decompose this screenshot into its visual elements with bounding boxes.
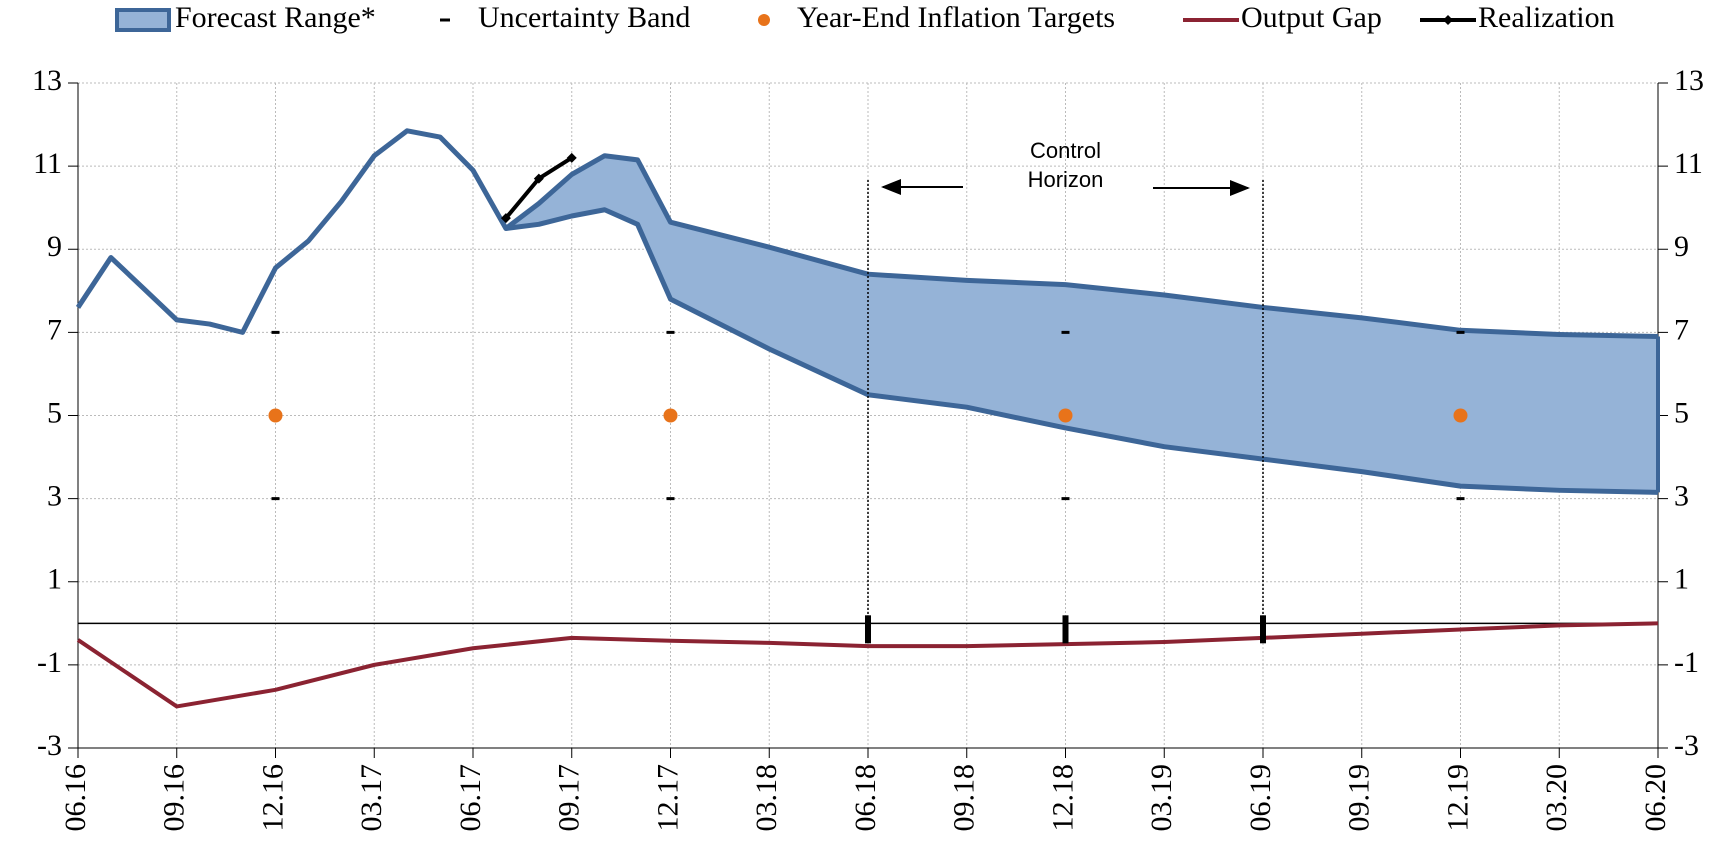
x-tick-label: 12.19 (1441, 764, 1474, 832)
band-fill (505, 155, 1659, 493)
y-tick-label: 7 (47, 313, 62, 346)
x-tick-label: 03.20 (1540, 764, 1573, 832)
y2-tick-label: 11 (1674, 147, 1703, 180)
y-tick-label: 3 (47, 480, 62, 513)
y2-tick-label: -3 (1674, 729, 1699, 762)
x-tick-label: 09.19 (1343, 764, 1376, 832)
y-tick-label: 9 (47, 230, 62, 263)
y-tick-label: 11 (33, 147, 62, 180)
x-tick-label: 09.16 (158, 764, 191, 832)
y2-tick-label: 7 (1674, 313, 1689, 346)
marker (533, 173, 544, 184)
y-tick-label: 13 (32, 64, 62, 97)
x-tick-label: 09.17 (553, 764, 586, 832)
target-dot (663, 408, 678, 423)
y-tick-label: -3 (37, 729, 62, 762)
x-tick-label: 06.18 (849, 764, 882, 832)
x-tick-label: 06.20 (1639, 764, 1672, 832)
annotation-text: Horizon (1028, 167, 1104, 192)
y2-tick-label: 3 (1674, 480, 1689, 513)
y2-tick-label: 13 (1674, 64, 1704, 97)
band-lower (505, 207, 1659, 495)
y-tick-label: 1 (47, 563, 62, 596)
y-tick-label: -1 (37, 646, 62, 679)
legend-label: Forecast Range* (175, 1, 376, 34)
legend-label: Realization (1478, 1, 1615, 34)
x-tick-label: 06.16 (59, 764, 92, 832)
legend-marker (1443, 15, 1453, 25)
x-tick-label: 12.16 (256, 764, 289, 832)
legend-swatch (758, 14, 770, 26)
legend-label: Output Gap (1241, 1, 1382, 34)
band-upper (75, 128, 1659, 340)
x-tick-label: 12.17 (651, 764, 684, 832)
x-tick-label: 06.19 (1244, 764, 1277, 832)
legend-label: Uncertainty Band (478, 1, 690, 34)
target-dot (268, 408, 283, 423)
target-dot (1453, 408, 1468, 423)
y-tick-label: 5 (47, 396, 62, 429)
y2-tick-label: 9 (1674, 230, 1689, 263)
legend-label: Year-End Inflation Targets (797, 1, 1115, 34)
series-line (76, 621, 1659, 709)
marker (566, 152, 577, 163)
x-tick-label: 12.18 (1046, 764, 1079, 832)
y2-tick-label: 1 (1674, 563, 1689, 596)
x-tick-label: 03.19 (1145, 764, 1178, 832)
marker (500, 213, 511, 224)
annotation-text: Control (1030, 138, 1101, 163)
target-dot (1058, 408, 1073, 423)
x-tick-label: 06.17 (454, 764, 487, 832)
legend-swatch (115, 8, 171, 32)
x-tick-label: 03.17 (355, 764, 388, 832)
y2-tick-label: 5 (1674, 396, 1689, 429)
y2-tick-label: -1 (1674, 646, 1699, 679)
x-tick-label: 09.18 (948, 764, 981, 832)
x-tick-label: 03.18 (750, 764, 783, 832)
